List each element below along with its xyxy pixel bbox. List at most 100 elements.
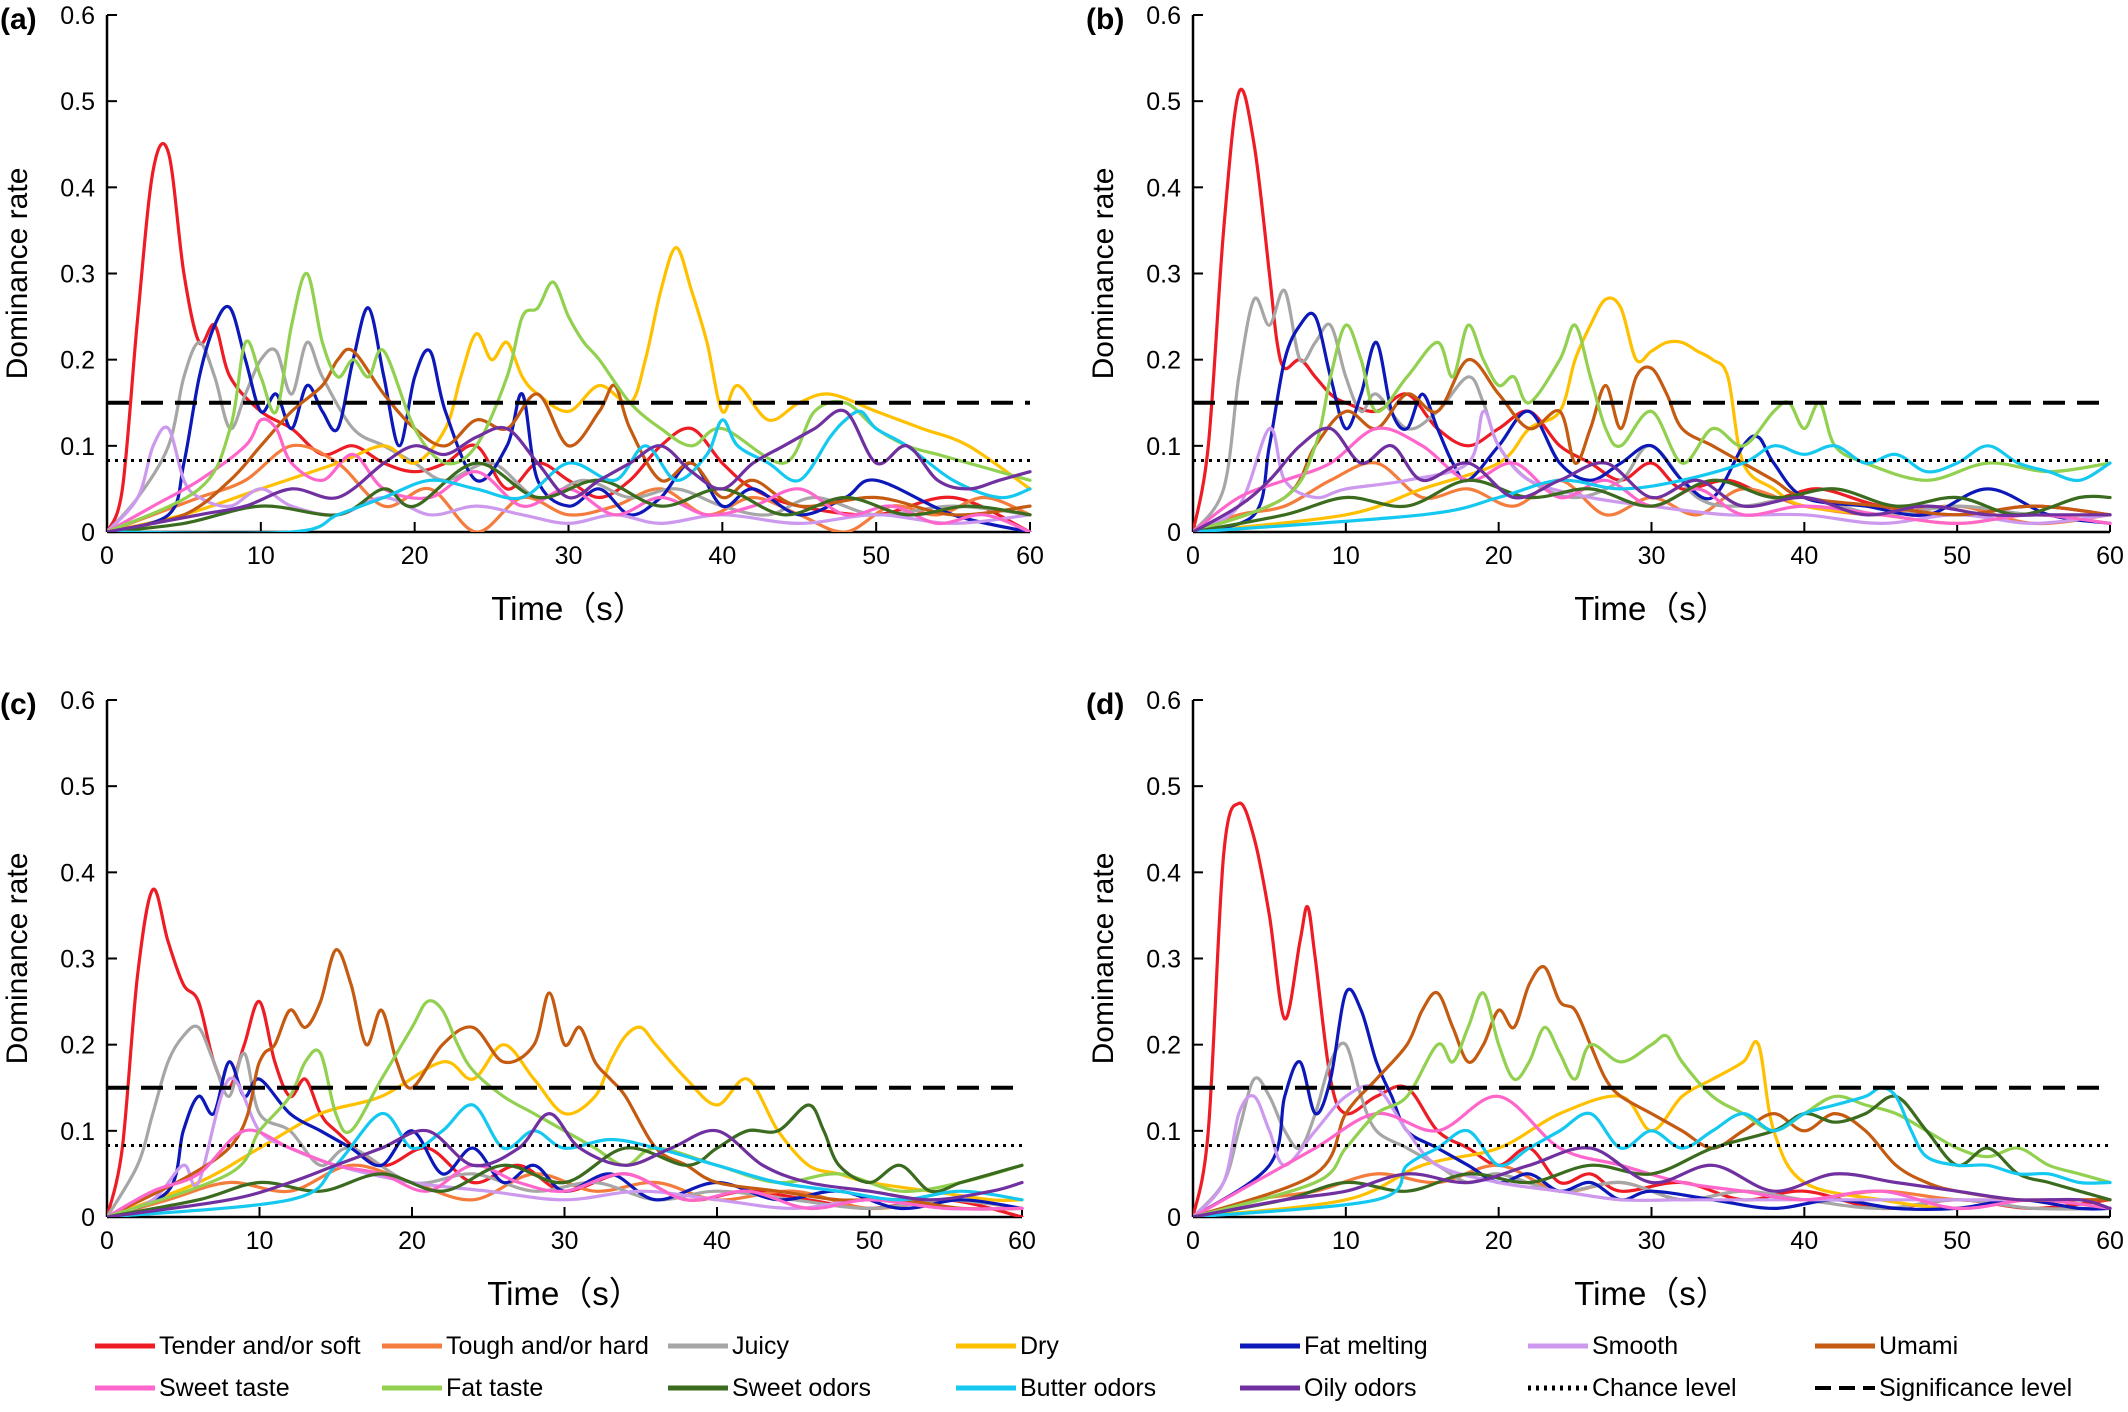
series-line-fat-taste — [1193, 323, 2112, 532]
series-line-oily-odors — [107, 408, 1032, 532]
x-tick-label: 40 — [1790, 1227, 1818, 1255]
legend-label: Umami — [1879, 1332, 1958, 1360]
y-tick-label: 0.2 — [1146, 347, 1181, 375]
x-axis-title: Time（s） — [487, 1275, 642, 1312]
legend-label: Chance level — [1592, 1374, 1737, 1402]
y-tick-label: 0.2 — [60, 347, 95, 375]
series-group — [1193, 801, 2112, 1217]
series-line-oily-odors — [1193, 1146, 2112, 1217]
panel-label: (b) — [1086, 3, 1124, 36]
x-tick-label: 10 — [247, 542, 275, 570]
legend-label: Juicy — [732, 1332, 789, 1360]
x-tick-label: 40 — [703, 1227, 731, 1255]
x-tick-label: 10 — [246, 1227, 274, 1255]
legend-label: Fat taste — [446, 1374, 543, 1402]
series-line-smooth — [107, 425, 1032, 532]
y-tick-label: 0.3 — [60, 946, 95, 974]
x-tick-label: 0 — [1186, 542, 1200, 570]
x-tick-label: 30 — [551, 1227, 579, 1255]
series-line-smooth — [1193, 1084, 2112, 1217]
y-tick-label: 0.1 — [60, 433, 95, 461]
series-line-sweet-taste — [1193, 426, 2112, 532]
y-tick-label: 0.4 — [1146, 174, 1181, 202]
series-line-sweet-odors — [1193, 478, 2112, 532]
series-line-umami — [107, 347, 1032, 532]
series-line-sweet-taste — [107, 1128, 1024, 1217]
x-tick-label: 50 — [862, 542, 890, 570]
legend-item-butter-odors: Butter odors — [956, 1374, 1156, 1402]
series-line-dry — [1193, 296, 2112, 532]
chart-panel-c: (c) 0 0.1 0.2 0.3 0.4 0.5 0.6 0 10 20 30 40 50 60 Time（… — [0, 687, 1036, 1312]
y-tick-label: 0.4 — [60, 859, 95, 887]
y-tick-label: 0.6 — [60, 2, 95, 30]
legend-label: Fat melting — [1304, 1332, 1428, 1360]
y-tick-label: 0 — [1167, 1204, 1181, 1232]
series-line-sweet-taste — [107, 417, 1032, 532]
legend: Tender and/or soft Tough and/or hard Juicy… — [95, 1332, 2072, 1402]
series-line-butter-odors — [1193, 1086, 2112, 1217]
series-line-umami — [1193, 965, 2112, 1217]
legend-item-smooth: Smooth — [1528, 1332, 1678, 1360]
x-tick-label: 50 — [1943, 542, 1971, 570]
legend-label: Significance level — [1879, 1374, 2072, 1402]
legend-label: Sweet taste — [159, 1374, 290, 1402]
y-tick-label: 0.5 — [1146, 88, 1181, 116]
chart-panel-a: (a) 0 0.1 0.2 0.3 0.4 0.5 0.6 0 10 20 30 40 50 60 Time（… — [0, 2, 1044, 627]
x-tick-label: 30 — [1638, 1227, 1666, 1255]
x-tick-label: 40 — [1790, 542, 1818, 570]
series-line-smooth — [107, 1076, 1024, 1217]
legend-label: Tender and/or soft — [159, 1332, 361, 1360]
x-tick-label: 60 — [2096, 542, 2124, 570]
panel-label: (d) — [1086, 688, 1124, 721]
legend-item-sweet-taste: Sweet taste — [95, 1374, 290, 1402]
legend-label: Butter odors — [1020, 1374, 1156, 1402]
y-tick-label: 0 — [1167, 519, 1181, 547]
legend-item-tough-and-or-hard: Tough and/or hard — [382, 1332, 649, 1360]
x-tick-label: 30 — [555, 542, 583, 570]
panel-label: (a) — [0, 3, 37, 36]
x-tick-label: 10 — [1332, 542, 1360, 570]
x-tick-label: 40 — [708, 542, 736, 570]
x-tick-label: 20 — [1485, 542, 1513, 570]
x-tick-label: 60 — [1008, 1227, 1036, 1255]
legend-item-oily-odors: Oily odors — [1240, 1374, 1417, 1402]
legend-label: Sweet odors — [732, 1374, 871, 1402]
series-line-oily-odors — [107, 1112, 1024, 1217]
y-tick-label: 0 — [81, 519, 95, 547]
legend-label: Tough and/or hard — [446, 1332, 649, 1360]
y-axis-title: Dominance rate — [1, 853, 34, 1065]
series-line-sweet-odors — [107, 1103, 1024, 1217]
chart-panel-d: (d) 0 0.1 0.2 0.3 0.4 0.5 0.6 0 10 20 30 40 50 60 Time（… — [1086, 687, 2124, 1312]
y-tick-label: 0.6 — [60, 687, 95, 715]
x-tick-label: 10 — [1332, 1227, 1360, 1255]
x-axis-title: Time（s） — [491, 590, 646, 627]
series-line-oily-odors — [1193, 426, 2112, 532]
x-axis-title: Time（s） — [1574, 1275, 1729, 1312]
legend-item-tender-and-or-soft: Tender and/or soft — [95, 1332, 361, 1360]
y-tick-label: 0.5 — [1146, 773, 1181, 801]
series-line-fat-taste — [107, 271, 1032, 532]
series-line-butter-odors — [107, 409, 1032, 532]
y-tick-label: 0.3 — [60, 261, 95, 289]
x-tick-label: 0 — [100, 542, 114, 570]
series-line-sweet-odors — [107, 461, 1032, 532]
series-line-fat-taste — [1193, 991, 2112, 1217]
x-tick-label: 20 — [401, 542, 429, 570]
y-axis-title: Dominance rate — [1087, 168, 1120, 380]
legend-item-dry: Dry — [956, 1332, 1059, 1360]
legend-item-fat-melting: Fat melting — [1240, 1332, 1428, 1360]
legend-label: Oily odors — [1304, 1374, 1417, 1402]
x-tick-label: 50 — [856, 1227, 884, 1255]
y-tick-label: 0.1 — [1146, 433, 1181, 461]
x-tick-label: 60 — [1016, 542, 1044, 570]
y-tick-label: 0 — [81, 1204, 95, 1232]
x-tick-label: 0 — [1186, 1227, 1200, 1255]
x-tick-label: 30 — [1638, 542, 1666, 570]
y-tick-label: 0.6 — [1146, 2, 1181, 30]
series-group — [107, 887, 1024, 1217]
series-group — [1193, 87, 2112, 532]
series-line-tender-and-or-soft — [107, 141, 1032, 532]
series-line-sweet-taste — [1193, 1094, 2112, 1217]
legend-item-significance-level: Significance level — [1815, 1374, 2072, 1402]
